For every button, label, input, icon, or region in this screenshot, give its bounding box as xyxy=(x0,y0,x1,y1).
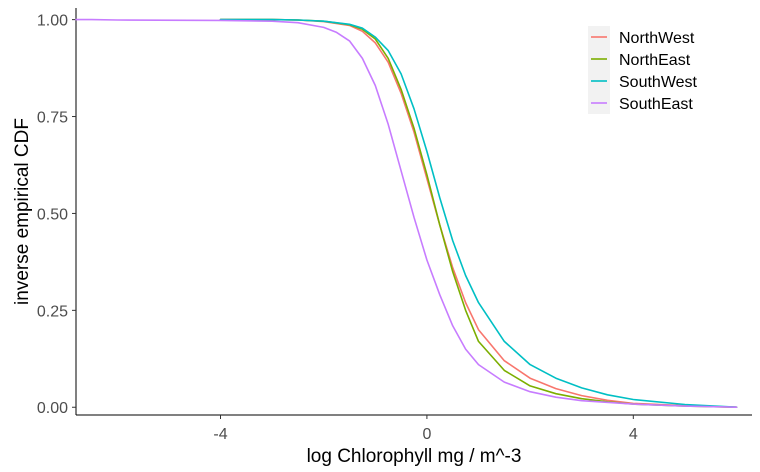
x-axis-title: log Chlorophyll mg / m^-3 xyxy=(307,446,522,467)
y-axis-title: inverse empirical CDF xyxy=(12,118,33,305)
legend-label-southwest: SouthWest xyxy=(619,74,698,91)
x-tick-label: 4 xyxy=(629,426,638,443)
y-tick-label: 0.50 xyxy=(37,206,68,223)
legend-label-southeast: SouthEast xyxy=(619,96,693,113)
y-tick-label: 0.75 xyxy=(37,110,68,127)
y-tick-label: 0.00 xyxy=(37,400,68,417)
x-tick-label: -4 xyxy=(213,426,227,443)
y-tick-label: 1.00 xyxy=(37,13,68,30)
legend-label-northeast: NorthEast xyxy=(619,52,691,69)
series-layer xyxy=(75,18,738,408)
legend: NorthWest NorthEast SouthWest SouthEast xyxy=(588,26,698,114)
legend-label-northwest: NorthWest xyxy=(619,30,695,47)
x-tick-label: 0 xyxy=(422,426,431,443)
series-line-southeast xyxy=(75,18,738,408)
axes-layer: -4 0 4 0.00 0.25 0.50 0.75 1.00 xyxy=(37,8,752,443)
legend-key-background xyxy=(588,26,610,114)
y-tick-label: 0.25 xyxy=(37,303,68,320)
series-line-southwest xyxy=(219,18,738,408)
